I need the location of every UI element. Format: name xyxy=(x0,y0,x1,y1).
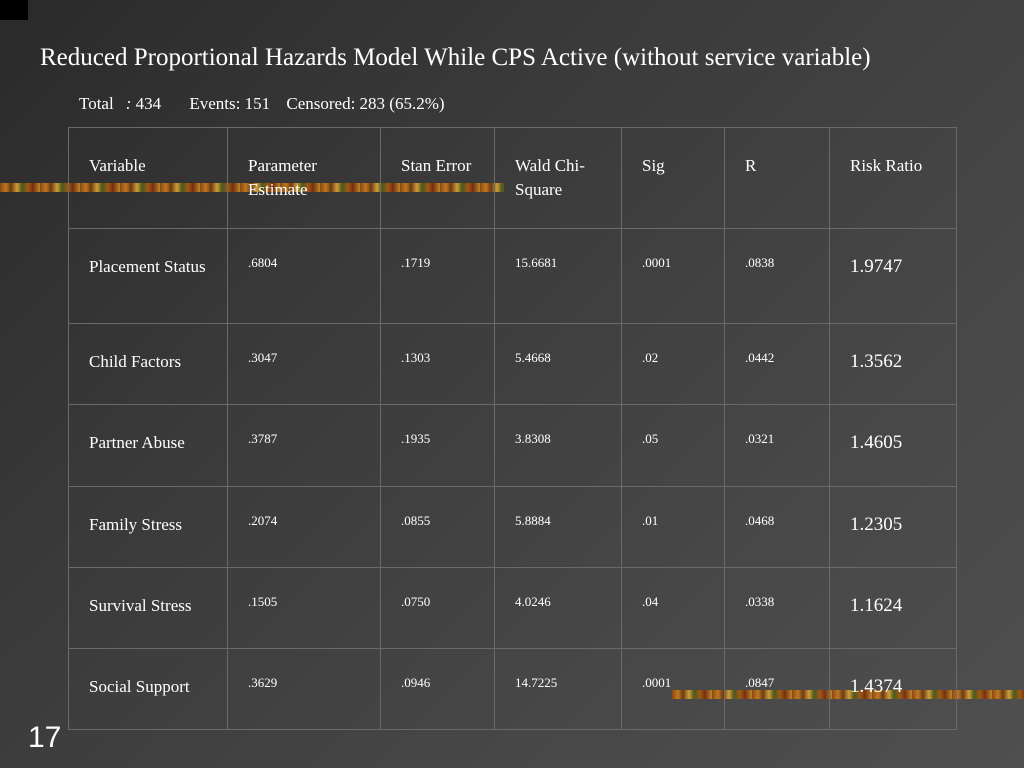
variable-cell: Placement Status xyxy=(68,228,228,324)
estimate-cell: .1505 xyxy=(227,567,381,649)
header-stan-error: Stan Error xyxy=(380,127,495,229)
sig-cell: .0001 xyxy=(621,228,725,324)
std-error-cell: .1935 xyxy=(380,404,495,487)
sig-cell: .01 xyxy=(621,486,725,568)
risk-ratio-cell: 1.3562 xyxy=(829,323,957,405)
header-wald-chi-square: Wald Chi-Square xyxy=(494,127,622,229)
variable-cell: Partner Abuse xyxy=(68,404,228,487)
r-cell: .0338 xyxy=(724,567,830,649)
wald-cell: 4.0246 xyxy=(494,567,622,649)
slide-title: Reduced Proportional Hazards Model While… xyxy=(40,44,871,71)
risk-ratio-cell: 1.2305 xyxy=(829,486,957,568)
header-r: R xyxy=(724,127,830,229)
wald-cell: 3.8308 xyxy=(494,404,622,487)
r-cell: .0468 xyxy=(724,486,830,568)
variable-cell: Family Stress xyxy=(68,486,228,568)
hazards-model-table: Variable Parameter Estimate Stan Error W… xyxy=(68,127,957,730)
corner-square xyxy=(0,0,28,20)
std-error-cell: .1303 xyxy=(380,323,495,405)
estimate-cell: .6804 xyxy=(227,228,381,324)
table-row: Partner Abuse .3787 .1935 3.8308 .05 .03… xyxy=(68,404,957,487)
table-row: Family Stress .2074 .0855 5.8884 .01 .04… xyxy=(68,486,957,568)
table-header-row: Variable Parameter Estimate Stan Error W… xyxy=(68,127,957,229)
header-risk-ratio: Risk Ratio xyxy=(829,127,957,229)
censored-count: Censored: 283 (65.2%) xyxy=(286,94,445,113)
sig-cell: .02 xyxy=(621,323,725,405)
header-sig: Sig xyxy=(621,127,725,229)
estimate-cell: .2074 xyxy=(227,486,381,568)
estimate-cell: .3787 xyxy=(227,404,381,487)
variable-cell: Child Factors xyxy=(68,323,228,405)
std-error-cell: .0946 xyxy=(380,648,495,730)
sig-cell: .05 xyxy=(621,404,725,487)
events-count: Events: 151 xyxy=(189,94,271,113)
wald-cell: 15.6681 xyxy=(494,228,622,324)
table-row: Social Support .3629 .0946 14.7225 .0001… xyxy=(68,648,957,730)
risk-ratio-cell: 1.1624 xyxy=(829,567,957,649)
sample-summary: Total: 434 Events: 151 Censored: 283 (65… xyxy=(79,93,457,115)
variable-cell: Social Support xyxy=(68,648,228,730)
sig-cell: .04 xyxy=(621,567,725,649)
estimate-cell: .3629 xyxy=(227,648,381,730)
std-error-cell: .0855 xyxy=(380,486,495,568)
table-row: Placement Status .6804 .1719 15.6681 .00… xyxy=(68,228,957,324)
std-error-cell: .0750 xyxy=(380,567,495,649)
wald-cell: 5.8884 xyxy=(494,486,622,568)
slide-number: 17 xyxy=(28,721,62,754)
header-variable: Variable xyxy=(68,127,228,229)
r-cell: .0321 xyxy=(724,404,830,487)
wald-cell: 14.7225 xyxy=(494,648,622,730)
std-error-cell: .1719 xyxy=(380,228,495,324)
table-row: Child Factors .3047 .1303 5.4668 .02 .04… xyxy=(68,323,957,405)
risk-ratio-cell: 1.4605 xyxy=(829,404,957,487)
table-row: Survival Stress .1505 .0750 4.0246 .04 .… xyxy=(68,567,957,649)
total-label: Total: 434 xyxy=(79,94,162,113)
estimate-cell: .3047 xyxy=(227,323,381,405)
r-cell: .0847 xyxy=(724,648,830,730)
risk-ratio-cell: 1.9747 xyxy=(829,228,957,324)
r-cell: .0442 xyxy=(724,323,830,405)
r-cell: .0838 xyxy=(724,228,830,324)
header-parameter-estimate: Parameter Estimate xyxy=(227,127,381,229)
risk-ratio-cell: 1.4374 xyxy=(829,648,957,730)
sig-cell: .0001 xyxy=(621,648,725,730)
variable-cell: Survival Stress xyxy=(68,567,228,649)
wald-cell: 5.4668 xyxy=(494,323,622,405)
